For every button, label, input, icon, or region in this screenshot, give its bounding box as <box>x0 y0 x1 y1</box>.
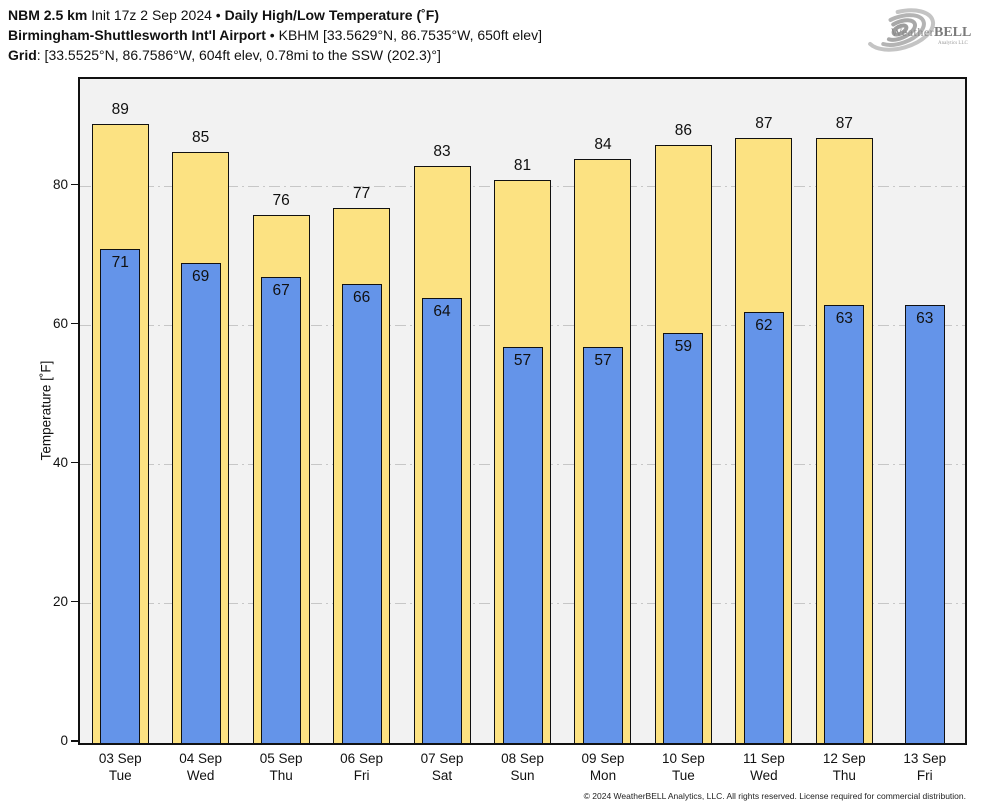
y-tick-mark-60 <box>71 322 78 325</box>
y-tick-label-20: 20 <box>52 593 68 609</box>
x-label-day: Thu <box>832 768 856 783</box>
x-label-day: Sat <box>431 768 453 783</box>
x-label-date: 06 Sep <box>340 751 383 766</box>
low-value-label: 63 <box>835 309 853 327</box>
low-bar-11-Sep <box>743 311 784 743</box>
x-label-09-Sep: 09 Sep Mon <box>555 750 651 784</box>
low-value-label: 66 <box>352 289 371 307</box>
y-tick-label-60: 60 <box>52 315 68 331</box>
init-time: Init 17z 2 Sep 2024 <box>87 7 216 23</box>
low-value-label: 59 <box>674 337 693 355</box>
station-details: KBHM [33.5629°N, 86.7535°W, 650ft elev] <box>278 27 542 43</box>
header-bullet-2: • <box>265 27 279 43</box>
y-tick-mark-0 <box>71 740 78 742</box>
low-value-label: 71 <box>111 254 129 272</box>
x-label-date: 04 Sep <box>179 751 223 766</box>
low-bar-10-Sep <box>663 332 704 743</box>
x-label-day: Fri <box>916 768 933 783</box>
logo-subtext: Analytics LLC <box>938 41 969 46</box>
low-value-label: 64 <box>433 303 451 321</box>
high-value-label: 89 <box>111 101 129 119</box>
plot-area: 89 71 85 69 76 67 77 66 83 64 81 57 84 57 86 59 87 62 87 63… <box>78 77 967 745</box>
low-bar-08-Sep <box>502 346 543 743</box>
x-label-day: Wed <box>750 768 778 783</box>
logo-text-bell: BELL <box>934 25 971 40</box>
hurricane-swirl-icon <box>864 8 936 52</box>
copyright-text: © 2024 WeatherBELL Analytics, LLC. All r… <box>583 791 966 801</box>
y-tick-mark-20 <box>71 600 78 603</box>
low-bar-04-Sep <box>180 263 221 743</box>
x-label-date: 12 Sep <box>822 751 866 766</box>
low-value-label: 69 <box>192 268 210 286</box>
x-label-04-Sep: 04 Sep Wed <box>153 750 249 784</box>
high-value-label: 81 <box>513 156 532 174</box>
x-label-06-Sep: 06 Sep Fri <box>314 750 410 784</box>
x-label-date: 03 Sep <box>98 751 142 766</box>
x-label-day: Mon <box>589 768 617 783</box>
x-label-date: 05 Sep <box>259 751 303 766</box>
x-label-date: 09 Sep <box>581 751 625 766</box>
x-label-day: Thu <box>269 768 293 783</box>
low-value-label: 57 <box>594 351 612 369</box>
high-value-label: 83 <box>433 142 451 160</box>
low-bar-05-Sep <box>261 277 302 743</box>
x-label-date: 13 Sep <box>903 751 947 766</box>
x-label-13-Sep: 13 Sep Fri <box>877 750 973 784</box>
high-value-label: 84 <box>594 135 612 153</box>
low-bar-06-Sep <box>341 284 382 743</box>
high-value-label: 87 <box>835 115 853 133</box>
high-value-label: 85 <box>192 129 210 147</box>
product-title: Daily High/Low Temperature (˚F) <box>220 7 440 23</box>
x-label-05-Sep: 05 Sep Thu <box>233 750 329 784</box>
x-label-day: Sun <box>510 768 535 783</box>
x-label-date: 08 Sep <box>501 751 544 766</box>
x-label-day: Wed <box>186 768 215 783</box>
station-name: Birmingham-Shuttlesworth Intʹl Airport <box>8 27 266 43</box>
low-value-label: 57 <box>513 351 532 369</box>
x-label-date: 07 Sep <box>420 751 464 766</box>
low-bar-13-Sep <box>904 304 945 743</box>
high-value-label: 86 <box>674 122 693 140</box>
header-line-1: NBM 2.5 km Init 17z 2 Sep 2024 • Daily H… <box>8 5 542 25</box>
chart-header: NBM 2.5 km Init 17z 2 Sep 2024 • Daily H… <box>8 5 542 65</box>
high-value-label: 87 <box>755 115 773 133</box>
grid-label: Grid <box>8 47 37 63</box>
low-bar-12-Sep <box>824 304 865 743</box>
model-name: NBM 2.5 km <box>8 7 88 23</box>
y-tick-label-0: 0 <box>60 733 68 748</box>
low-bar-07-Sep <box>422 298 463 743</box>
x-label-11-Sep: 11 Sep Wed <box>716 750 812 784</box>
x-label-12-Sep: 12 Sep Thu <box>796 750 892 784</box>
x-label-10-Sep: 10 Sep Tue <box>635 750 731 784</box>
x-label-day: Tue <box>108 768 132 783</box>
low-value-label: 63 <box>916 309 934 327</box>
x-label-date: 10 Sep <box>662 751 705 766</box>
y-axis-title: Temperature [˚F] <box>38 360 54 461</box>
low-value-label: 67 <box>272 282 290 300</box>
y-tick-mark-80 <box>71 183 78 186</box>
header-bullet-1: • <box>215 7 221 23</box>
weatherbell-logo: Weather BELL Analytics LLC <box>864 8 971 52</box>
low-bar-09-Sep <box>582 346 623 743</box>
high-value-label: 76 <box>272 191 290 209</box>
y-tick-label-80: 80 <box>52 176 68 192</box>
x-label-08-Sep: 08 Sep Sun <box>475 750 571 784</box>
x-label-date: 11 Sep <box>742 751 785 766</box>
x-label-day: Fri <box>353 768 370 783</box>
y-tick-label-40: 40 <box>52 454 68 470</box>
x-label-03-Sep: 03 Sep Tue <box>72 750 168 784</box>
header-line-3: Grid: [33.5525°N, 86.7586°W, 604ft elev,… <box>8 45 542 65</box>
x-label-day: Tue <box>672 768 695 783</box>
low-bar-03-Sep <box>100 249 141 743</box>
low-value-label: 62 <box>755 316 773 334</box>
y-tick-mark-40 <box>71 461 78 464</box>
x-label-07-Sep: 07 Sep Sat <box>394 750 490 784</box>
high-value-label: 77 <box>352 184 371 202</box>
logo-text-weather: Weather <box>891 25 934 39</box>
grid-details: : [33.5525°N, 86.7586°W, 604ft elev, 0.7… <box>36 47 441 63</box>
header-line-2: Birmingham-Shuttlesworth Intʹl Airport •… <box>8 25 542 45</box>
